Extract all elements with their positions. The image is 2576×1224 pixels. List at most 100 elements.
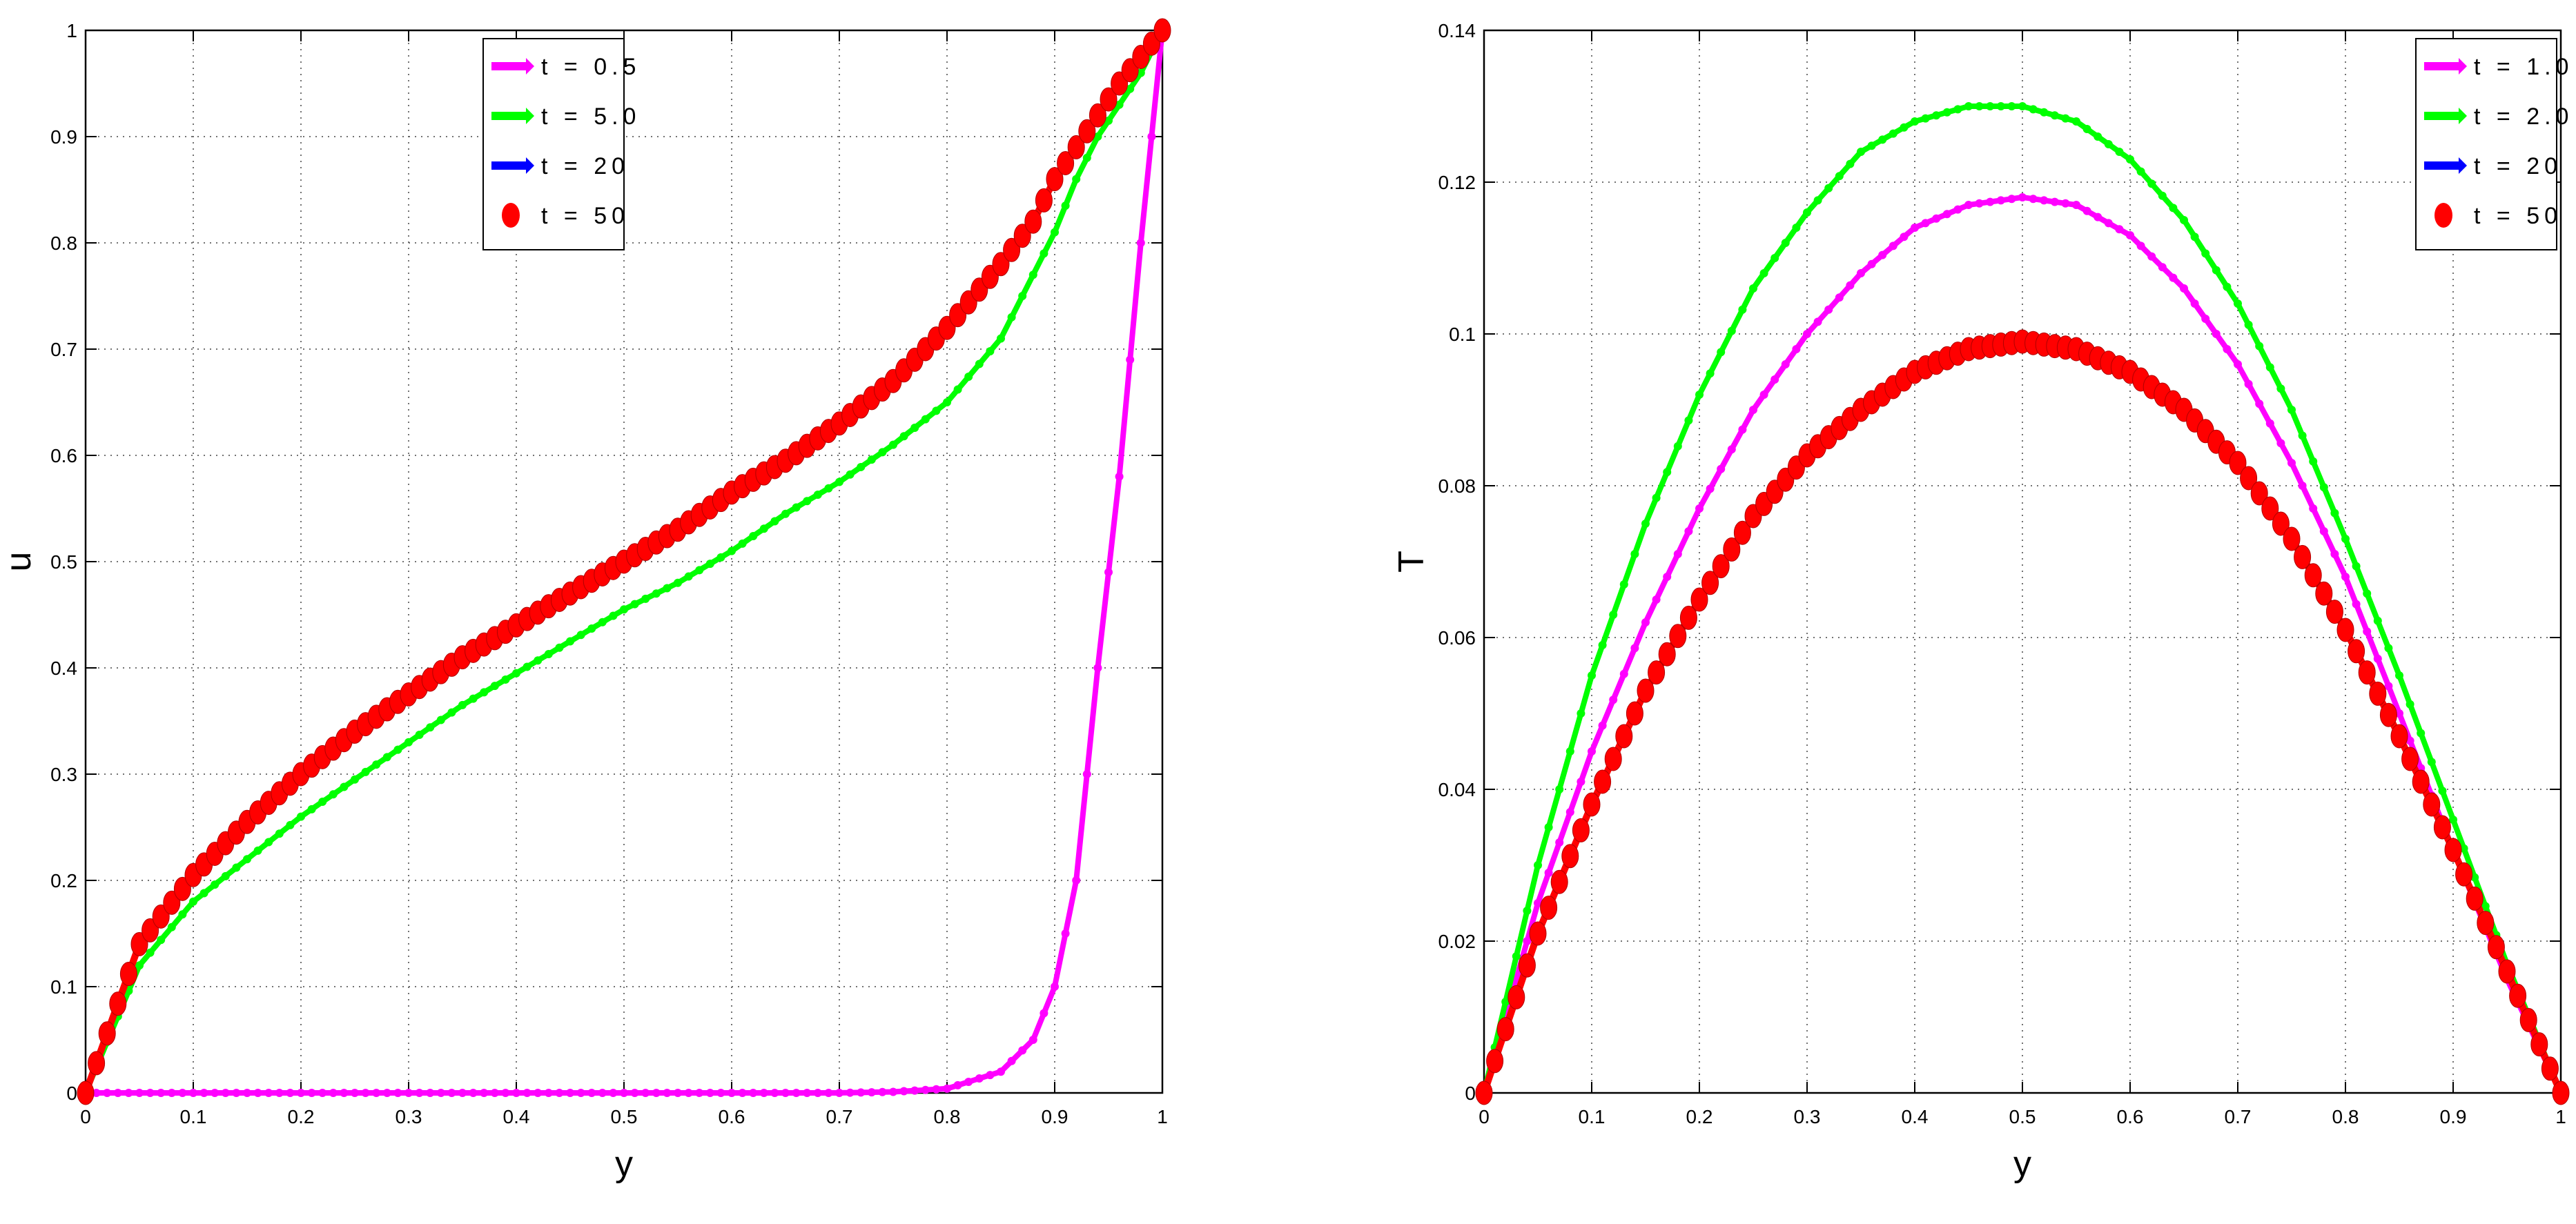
data-point — [738, 539, 747, 548]
data-point — [264, 838, 273, 847]
data-point — [1669, 624, 1687, 649]
data-point — [975, 1074, 984, 1083]
data-point — [501, 675, 510, 684]
data-point — [2029, 195, 2038, 204]
x-tick-label: 0.8 — [934, 1106, 961, 1127]
data-point — [2390, 724, 2408, 749]
data-point — [1630, 644, 1639, 653]
data-point — [2470, 873, 2479, 882]
x-tick-label: 0.6 — [719, 1106, 745, 1127]
data-point — [146, 948, 155, 957]
data-point — [781, 1089, 790, 1097]
x-tick-label: 0.4 — [1902, 1106, 1929, 1127]
data-point — [415, 1089, 424, 1097]
data-point — [705, 1089, 714, 1097]
data-point — [2395, 709, 2403, 718]
data-point — [1529, 921, 1547, 946]
data-point — [2352, 562, 2361, 571]
data-point — [620, 1089, 628, 1097]
data-point — [1857, 269, 1865, 277]
data-point — [1846, 159, 1855, 168]
legend-label: t = 2.0 — [2474, 103, 2573, 130]
data-point — [2180, 216, 2188, 224]
data-point — [587, 1089, 596, 1097]
data-point — [2180, 284, 2188, 293]
data-point — [436, 1089, 445, 1097]
x-tick-label: 0.9 — [1042, 1106, 1069, 1127]
data-point — [1921, 114, 1930, 123]
data-point — [286, 1089, 295, 1097]
y-tick-label: 0.5 — [50, 551, 77, 573]
data-point — [1147, 132, 1156, 141]
data-point — [1803, 330, 1811, 338]
data-point — [716, 1089, 725, 1097]
data-point — [1577, 778, 1585, 786]
data-point — [458, 1089, 467, 1097]
legend-swatch-arrow — [2459, 108, 2467, 124]
data-point — [1652, 493, 1661, 502]
data-point — [2319, 483, 2328, 492]
data-point — [189, 1089, 197, 1097]
data-point — [393, 1089, 402, 1097]
data-point — [2341, 535, 2350, 543]
x-tick-label: 0.2 — [288, 1106, 315, 1127]
data-point — [1637, 678, 1655, 703]
data-point — [2363, 589, 2372, 598]
data-point — [318, 1089, 327, 1097]
data-point — [1126, 355, 1135, 364]
data-point — [1878, 135, 1887, 144]
data-point — [846, 1088, 855, 1097]
data-point — [630, 600, 639, 609]
y-axis-label: u — [0, 552, 39, 572]
data-point — [2272, 511, 2290, 536]
x-tick-label: 0.5 — [2009, 1106, 2036, 1127]
data-point — [878, 1087, 887, 1096]
data-point — [2455, 862, 2473, 887]
data-point — [2136, 167, 2145, 176]
y-tick-label: 0 — [1465, 1083, 1476, 1104]
data-point — [824, 1089, 833, 1097]
data-point — [2438, 787, 2447, 796]
data-point — [2169, 273, 2178, 282]
data-point — [458, 700, 467, 709]
data-point — [2294, 544, 2312, 569]
data-point — [447, 1089, 456, 1097]
data-point — [728, 1089, 736, 1097]
y-tick-label: 0.2 — [50, 870, 77, 891]
data-point — [759, 524, 768, 533]
data-point — [426, 723, 435, 732]
data-point — [1889, 241, 1897, 250]
data-point — [576, 631, 585, 640]
data-point — [2255, 342, 2264, 351]
data-point — [142, 918, 159, 942]
data-point — [88, 1051, 106, 1076]
data-point — [899, 1087, 908, 1096]
data-point — [1040, 249, 1048, 258]
data-point — [2325, 600, 2343, 624]
data-point — [1555, 838, 1564, 847]
data-point — [1679, 605, 1697, 630]
data-point — [1007, 1056, 1016, 1065]
data-point — [211, 880, 219, 889]
data-point — [824, 484, 833, 493]
data-point — [1078, 119, 1096, 144]
data-point — [490, 682, 499, 691]
data-point — [232, 1089, 241, 1097]
data-point — [1975, 199, 1984, 208]
data-point — [1550, 869, 1568, 894]
data-point — [2541, 1056, 2559, 1081]
data-point — [1770, 254, 1779, 262]
data-point — [716, 553, 725, 562]
data-point — [2029, 105, 2038, 114]
data-point — [2018, 193, 2027, 201]
data-point — [695, 566, 704, 575]
data-point — [329, 790, 338, 799]
data-point — [167, 1089, 176, 1097]
data-point — [2158, 263, 2167, 272]
data-point — [1695, 391, 1704, 399]
data-point — [253, 846, 262, 855]
data-point — [135, 1089, 144, 1097]
legend-label: t = 20 — [541, 153, 630, 179]
data-point — [523, 1089, 531, 1097]
data-point — [1781, 239, 1790, 247]
